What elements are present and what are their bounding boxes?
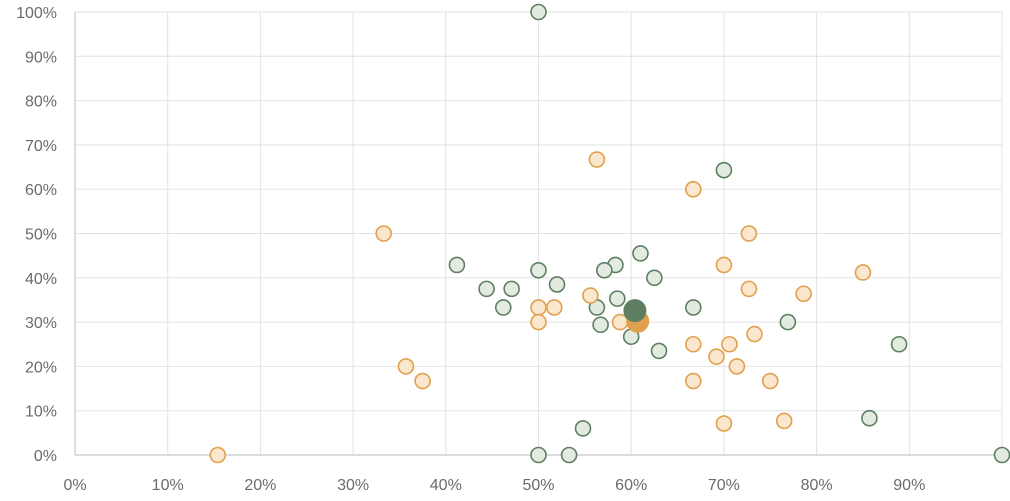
series-1 [209, 151, 872, 464]
scatter-point [685, 180, 702, 198]
mean-point [623, 299, 647, 323]
scatter-point [530, 446, 547, 464]
scatter-point [478, 280, 495, 298]
series-0 [448, 3, 1010, 464]
scatter-point [608, 290, 626, 307]
scatter-point [209, 446, 227, 464]
scatter-point [588, 151, 606, 168]
scatter-point [728, 358, 746, 375]
y-tick-label: 20% [25, 359, 57, 376]
y-tick-label: 60% [25, 182, 57, 199]
scatter-point [375, 225, 392, 242]
scatter-point [721, 335, 738, 353]
scatter-point [708, 348, 725, 365]
y-tick-label: 100% [16, 5, 57, 22]
y-tick-label: 90% [25, 49, 57, 66]
scatter-point [414, 372, 431, 390]
scatter-point [592, 316, 609, 334]
scatter-point [650, 342, 668, 360]
x-tick-label: 40% [430, 477, 462, 494]
scatter-point [779, 313, 797, 331]
x-tick-label: 30% [337, 477, 369, 494]
y-tick-label: 10% [25, 404, 57, 421]
scatter-point [596, 261, 613, 279]
scatter-point [574, 420, 592, 437]
x-tick-label: 90% [893, 477, 925, 494]
scatter-point [746, 325, 763, 343]
y-tick-label: 0% [34, 448, 57, 465]
scatter-point [740, 280, 758, 298]
scatter-point [685, 299, 702, 316]
scatter-point [632, 245, 649, 262]
scatter-point [993, 446, 1010, 464]
x-tick-label: 80% [801, 477, 833, 494]
scatter-point [560, 446, 578, 464]
scatter-point [715, 415, 733, 432]
scatter-point [503, 280, 520, 298]
scatter-point [715, 161, 733, 179]
scatter-point [545, 299, 563, 316]
scatter-point [397, 358, 415, 375]
scatter-point [775, 412, 793, 430]
data-points [209, 3, 1010, 464]
scatter-point [685, 372, 702, 390]
y-tick-label: 40% [25, 271, 57, 288]
scatter-point [530, 313, 547, 331]
x-tick-label: 10% [152, 477, 184, 494]
scatter-point [494, 299, 512, 316]
y-tick-label: 50% [25, 227, 57, 244]
x-tick-label: 70% [708, 477, 740, 494]
scatter-point [448, 256, 466, 274]
scatter-point [548, 276, 566, 293]
scatter-point [685, 335, 702, 353]
y-tick-label: 80% [25, 94, 57, 111]
x-tick-label: 20% [244, 477, 276, 494]
scatter-point [715, 256, 733, 274]
x-tick-label: 60% [615, 477, 647, 494]
scatter-point [740, 225, 758, 242]
scatter-point [530, 3, 547, 21]
scatter-point [530, 299, 547, 316]
y-tick-label: 70% [25, 138, 57, 155]
scatter-point [582, 287, 599, 304]
scatter-point [761, 372, 779, 390]
x-tick-label: 50% [522, 477, 554, 494]
y-tick-label: 30% [25, 315, 57, 332]
grid [74, 11, 1003, 456]
x-axis-ticks: 0% 10% 20% 30% 40% 50% 60% 70% 80% 90% [63, 477, 925, 494]
scatter-point [890, 335, 908, 353]
y-axis-ticks: 0% 10% 20% 30% 40% 50% 60% 70% 80% 90% 100% [16, 5, 57, 465]
scatter-point [854, 264, 872, 281]
x-tick-label: 0% [63, 477, 86, 494]
scatter-point [795, 285, 812, 303]
scatter-point [861, 409, 878, 427]
scatter-point [646, 269, 663, 287]
scatter-point [530, 261, 547, 279]
